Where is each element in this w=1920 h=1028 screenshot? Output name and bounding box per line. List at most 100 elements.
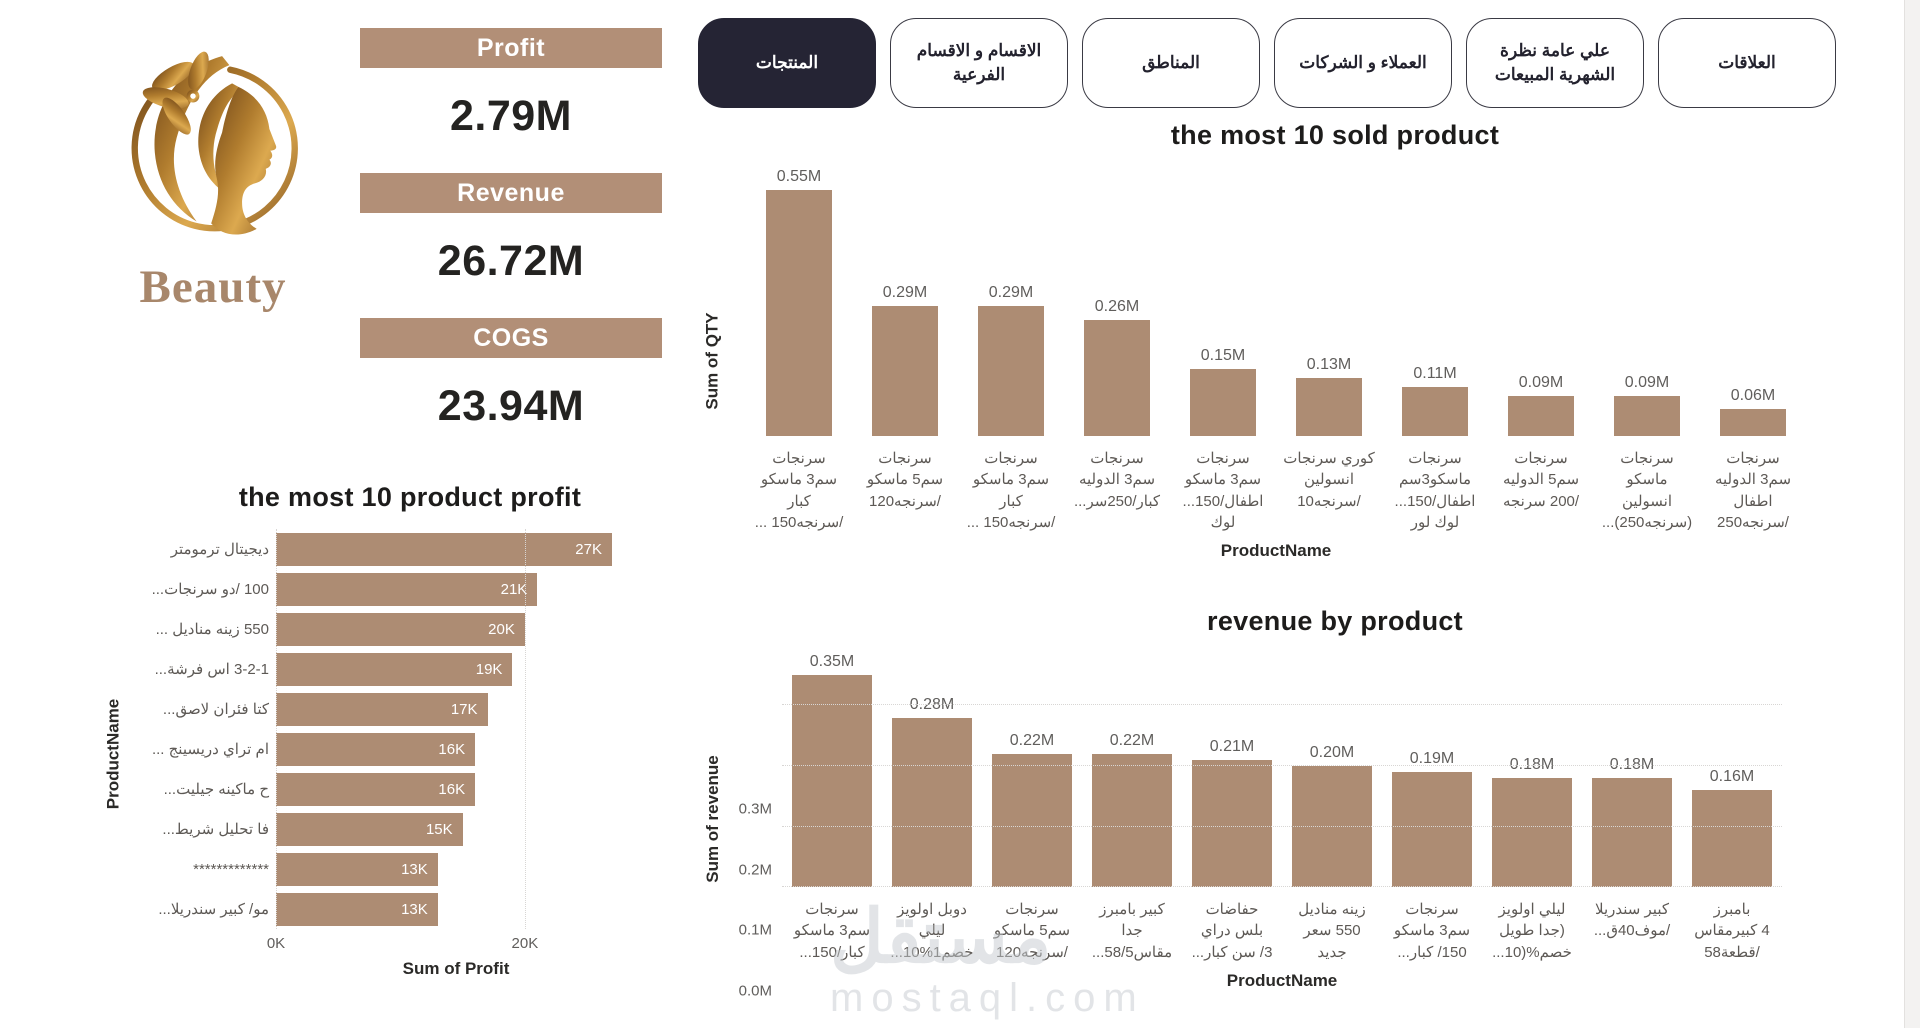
bar[interactable]: [1292, 766, 1372, 887]
table-row: ...‎ ‎دريسينج‎ ‎تراي‎ ‎ام 16K: [126, 729, 680, 769]
bar-area: 16K: [276, 732, 636, 766]
beauty-logo-icon: [131, 51, 298, 235]
category-label: سرنجات ماسكو3سم ...اطفال/150 لور‎ ‎لوك: [1394, 450, 1476, 531]
brand-name: Beauty: [139, 261, 287, 313]
plot-area: ترمومتر‎ ‎ديجيتال 27K ...سرنجات‎ ‎دو/‎ ‎10…: [126, 529, 680, 929]
bar-column: 0.35M: [782, 653, 882, 887]
bar-area: 20K: [276, 612, 636, 646]
bar[interactable]: 17K: [276, 692, 488, 726]
tab-5[interactable]: العلاقات: [1658, 18, 1836, 108]
kpi-value-cogs: 23.94M: [437, 382, 585, 430]
bar[interactable]: [978, 306, 1044, 436]
product-label: ...لاصق‎ ‎فئران‎ ‎كتا: [162, 701, 269, 718]
bar-column: 0.19M: [1382, 750, 1482, 887]
tab-1[interactable]: الاقسام‎ ‎و‎ ‎الاقسام‎ ‎الفرعية: [890, 18, 1068, 108]
bar[interactable]: [1296, 377, 1362, 436]
bar-area: 19K: [276, 652, 636, 686]
bar-value-label: 17K: [450, 700, 478, 718]
product-label: ...سرنجات‎ ‎دو/‎ ‎100: [151, 581, 269, 598]
bar-column: 0.11M: [1382, 365, 1488, 436]
bar[interactable]: [1508, 395, 1574, 436]
gridline: [524, 529, 526, 929]
x-axis-ticks: 0K 20K: [267, 935, 680, 959]
bar-value-label: 0.19M: [1409, 750, 1455, 768]
category-axis: سرنجات ماسكو‎ ‎3سم كبار ...‎ ‎سرنجه150/س…: [746, 448, 1806, 533]
category-label: سرنجات الدوليه‎ ‎3سم اطفال سرنجه250/: [1714, 450, 1792, 531]
bar[interactable]: [872, 306, 938, 436]
bar-column: 0.28M: [882, 696, 982, 887]
tab-3[interactable]: الشركات‎ ‎و‎ ‎العملاء: [1274, 18, 1452, 108]
bar-column: 0.06M: [1700, 387, 1806, 436]
bar-value-label: 20K: [488, 620, 515, 638]
bar[interactable]: [1692, 790, 1772, 887]
product-label: ترمومتر‎ ‎ديجيتال: [170, 541, 269, 558]
category-axis: سرنجات ماسكو‎ ‎3سم ...كبار/150 اولويز‎ ‎د…: [782, 899, 1782, 963]
bar-value-label: 15K: [425, 820, 453, 838]
bar[interactable]: 27K: [276, 532, 612, 566]
bar[interactable]: 16K: [276, 732, 476, 766]
product-label: ...‎ ‎دريسينج‎ ‎تراي‎ ‎ام: [151, 741, 269, 758]
bar[interactable]: [992, 753, 1072, 887]
category-label: اولويز‎ ‎ليلي طويل‎ ‎جدا) ...خصم%(10: [1492, 901, 1572, 961]
bar[interactable]: [1720, 409, 1786, 436]
bar[interactable]: 19K: [276, 652, 513, 686]
bar-value-label: 0.55M: [776, 167, 822, 185]
category-label: بامبرز كبيرمقاس‎ ‎4 قطعة58/: [1694, 901, 1770, 961]
bar[interactable]: 21K: [276, 572, 538, 606]
bar[interactable]: 13K: [276, 892, 438, 926]
bar-area: 21K: [276, 572, 636, 606]
bar[interactable]: 15K: [276, 812, 463, 846]
bar[interactable]: [1192, 759, 1272, 887]
category-label: بامبرز‎ ‎كبير جدا ...مقاس58/5: [1091, 901, 1173, 961]
bar[interactable]: [1402, 386, 1468, 436]
bar[interactable]: [792, 675, 872, 887]
y-axis-title: ProductName: [103, 698, 122, 810]
category-label: سرنجات ماسكو‎ ‎3سم ...اطفال/150 لوك: [1182, 450, 1264, 531]
bar[interactable]: [1092, 753, 1172, 887]
bar-value-label: 13K: [401, 900, 428, 918]
tab-2[interactable]: المناطق: [1082, 18, 1260, 108]
product-label: ...فرشة‎ ‎اس‎ ‎3-2-1: [154, 661, 269, 678]
bar-value-label: 13K: [401, 860, 428, 878]
bar[interactable]: 13K: [276, 852, 438, 886]
y-tick-label: 0.3M: [738, 800, 772, 818]
category-label: حفاضات دراي‎ ‎بلس ...كبار‎ ‎سن‎ ‎/3: [1191, 901, 1273, 961]
category-label: سرنجات ماسكو‎ ‎5سم سرنجه120/: [993, 901, 1071, 961]
bar-value-label: 0.09M: [1624, 373, 1670, 391]
table-row: ...سرنجات‎ ‎دو/‎ ‎100 21K: [126, 569, 680, 609]
table-row: ترمومتر‎ ‎ديجيتال 27K: [126, 529, 680, 569]
kpi-header-cogs: COGS: [360, 318, 662, 358]
bar-column: 0.18M: [1582, 756, 1682, 887]
bar-value-label: 0.35M: [809, 653, 855, 671]
bar[interactable]: [766, 189, 832, 436]
gridline: [782, 765, 1782, 766]
tab-4[interactable]: نظرة‎ ‎عامة‎ ‎علي‎ ‎المبيعات‎ ‎الشهرية: [1466, 18, 1644, 108]
bar-value-label: 0.20M: [1309, 744, 1355, 761]
bar-area: 13K: [276, 892, 636, 926]
product-label: *************: [193, 860, 269, 878]
category-label: سرنجات الدوليه‎ ‎5سم سرنجه‎ ‎200/: [1502, 450, 1580, 510]
bar[interactable]: [1614, 395, 1680, 436]
bar-column: 0.55M: [746, 168, 852, 436]
category-label: سندريلا‎ ‎كبير ...موف40ق/: [1593, 901, 1671, 940]
tab-0[interactable]: المنتجات: [698, 18, 876, 108]
bar-column: 0.22M: [1082, 732, 1182, 887]
product-label: ...سندريلا‎ ‎كبير‎ ‎/مو: [158, 901, 269, 918]
bar[interactable]: [1190, 368, 1256, 436]
bar-area: 27K: [276, 532, 636, 566]
bar[interactable]: 16K: [276, 772, 476, 806]
bar[interactable]: 20K: [276, 612, 525, 646]
bar-area: 13K: [276, 852, 636, 886]
bar[interactable]: [1084, 319, 1150, 436]
bar[interactable]: [892, 717, 972, 887]
bar[interactable]: [1492, 778, 1572, 887]
bar[interactable]: [1392, 772, 1472, 887]
y-axis-ticks: 0.0M 0.1M 0.2M 0.3M: [726, 647, 782, 1000]
bar-value-label: 0.21M: [1209, 737, 1255, 755]
product-label: ...شريط‎ ‎تحليل‎ ‎فا: [162, 821, 269, 838]
bar-column: 0.20M: [1282, 744, 1382, 887]
bar-column: 0.09M: [1594, 374, 1700, 436]
bar-column: 0.21M: [1182, 738, 1282, 887]
table-row: ...جيليت‎ ‎ماكينه‎ ‎ح 16K: [126, 769, 680, 809]
bar[interactable]: [1592, 778, 1672, 887]
